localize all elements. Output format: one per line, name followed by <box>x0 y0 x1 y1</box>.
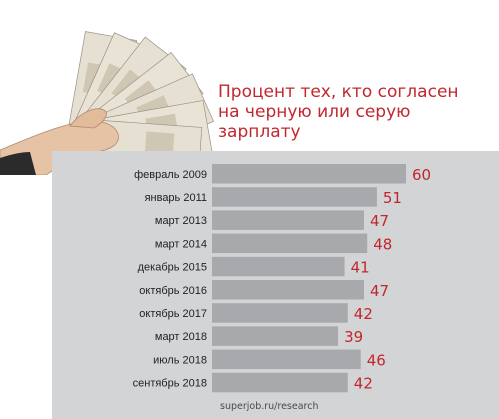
value-label: 41 <box>351 259 370 277</box>
value-label: 42 <box>354 375 373 393</box>
category-label: октябрь 2017 <box>139 308 207 320</box>
category-label: март 2013 <box>155 215 207 227</box>
category-label: март 2018 <box>155 331 207 343</box>
value-label: 60 <box>412 166 431 184</box>
value-label: 48 <box>373 235 392 253</box>
category-label: февраль 2009 <box>134 169 207 181</box>
bar <box>212 303 348 323</box>
bar <box>212 164 406 184</box>
bar <box>212 349 361 370</box>
chart-title: Процент тех, кто согласен на черную или … <box>218 82 493 142</box>
value-label: 47 <box>370 282 389 300</box>
value-label: 51 <box>383 189 402 207</box>
bar <box>212 233 368 254</box>
value-label: 42 <box>354 305 373 323</box>
money-hand-illustration <box>0 31 215 175</box>
value-label: 46 <box>367 351 386 369</box>
category-label: декабрь 2015 <box>138 262 207 274</box>
value-label: 39 <box>344 328 363 346</box>
source-credit: superjob.ru/research <box>220 401 319 412</box>
bar <box>212 187 377 207</box>
category-label: март 2014 <box>155 238 207 250</box>
bar <box>212 280 364 300</box>
bar <box>212 210 364 230</box>
bar-chart: февраль 2009 60 январь 2011 51 март 2013 47 ма… <box>133 164 431 393</box>
bar <box>212 326 339 346</box>
chart-title-line-2: на черную или серую зарплату <box>218 102 411 142</box>
bar <box>212 372 348 393</box>
category-label: сентябрь 2018 <box>133 378 207 390</box>
category-label: январь 2011 <box>145 192 207 204</box>
category-label: июль 2018 <box>153 354 207 366</box>
chart-panel: февраль 2009 60 январь 2011 51 март 2013 47 ма… <box>52 151 499 419</box>
value-label: 47 <box>370 212 389 230</box>
bar <box>212 256 345 277</box>
category-label: октябрь 2016 <box>139 285 207 297</box>
chart-title-line-1: Процент тех, кто согласен <box>218 82 459 102</box>
